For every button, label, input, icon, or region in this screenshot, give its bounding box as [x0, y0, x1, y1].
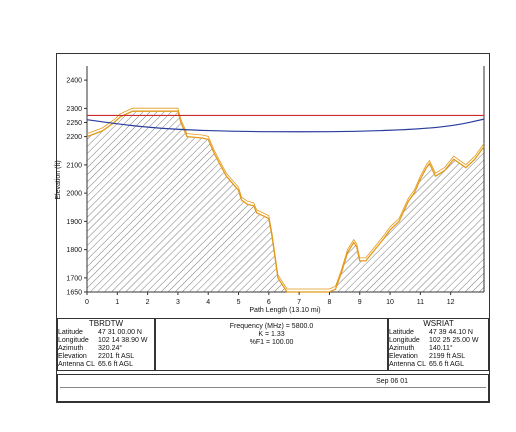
- x-tick-label: 4: [206, 299, 210, 306]
- right-site-key: Azimuth: [389, 345, 415, 352]
- report-date: Sep 06 01: [376, 378, 408, 385]
- x-axis-label: Path Length (13.10 mi): [249, 307, 320, 314]
- right-site-value: 65.6 ft AGL: [429, 361, 465, 368]
- x-tick-label: 11: [417, 299, 424, 306]
- y-tick-label: 2300: [66, 106, 82, 113]
- left-site-name: TBRDTW: [88, 319, 124, 328]
- x-tick-label: 12: [447, 299, 455, 306]
- left-site-value: 65.6 ft AGL: [98, 361, 134, 368]
- x-tick-label: 7: [297, 299, 301, 306]
- left-site-value: 320.24°: [98, 345, 123, 352]
- right-site-key: Latitude: [389, 329, 414, 336]
- y-tick-label: 2200: [66, 134, 82, 141]
- x-tick-label: 3: [176, 299, 180, 306]
- chart-frame: [56, 53, 490, 403]
- y-tick-label: 1800: [66, 247, 82, 254]
- right-site-value: 2199 ft ASL: [429, 353, 466, 360]
- x-tick-label: 5: [237, 299, 241, 306]
- y-tick-label: 2000: [66, 191, 82, 198]
- y-axis-label: Elevation (ft): [55, 160, 62, 199]
- terrain-fill: [87, 111, 484, 292]
- left-site-key: Antenna CL: [58, 361, 95, 368]
- right-site-panel: WSRIAT Latitude 47 39 44.10 N Longitude 102…: [388, 318, 489, 371]
- right-site-key: Elevation: [389, 353, 418, 360]
- left-site-panel: TBRDTW Latitude 47 31 00.00 N Longitude 102…: [57, 318, 155, 371]
- series-line-1: [86, 118, 485, 133]
- radio-params-panel: Frequency (MHz) = 5800.0 K = 1.33 %F1 = …: [155, 318, 388, 371]
- y-tick-label: 2100: [66, 162, 82, 169]
- footer-divider: [60, 387, 486, 388]
- x-tick-label: 10: [386, 299, 394, 306]
- x-tick-label: 9: [358, 299, 362, 306]
- left-site-key: Elevation: [58, 353, 87, 360]
- y-tick-label: 2250: [66, 120, 82, 127]
- left-site-value: 2201 ft ASL: [98, 353, 135, 360]
- left-site-key: Azimuth: [58, 345, 84, 352]
- right-site-row: Antenna CL 65.6 ft AGL: [389, 361, 488, 369]
- right-site-key: Longitude: [389, 337, 420, 344]
- left-site-row: Latitude 47 31 00.00 N: [58, 329, 154, 337]
- left-site-value: 102 14 38.90 W: [98, 337, 148, 344]
- left-site-value: 47 31 00.00 N: [98, 329, 142, 336]
- left-site-key: Latitude: [58, 329, 83, 336]
- right-site-row: Latitude 47 39 44.10 N: [389, 329, 488, 337]
- x-tick-label: 2: [146, 299, 150, 306]
- right-site-value: 102 25 25.00 W: [429, 337, 479, 344]
- right-site-key: Antenna CL: [389, 361, 426, 368]
- x-tick-label: 6: [267, 299, 271, 306]
- k-factor-text: K = 1.33: [258, 331, 285, 338]
- right-site-row: Azimuth 140.11°: [389, 345, 488, 353]
- right-site-row: Elevation 2199 ft ASL: [389, 353, 488, 361]
- y-tick-label: 2400: [66, 78, 82, 85]
- frequency-text: Frequency (MHz) = 5800.0: [229, 323, 314, 330]
- terrain-line: [86, 110, 485, 293]
- right-site-row: Longitude 102 25 25.00 W: [389, 337, 488, 345]
- footer-panel: Sep 06 01: [57, 374, 489, 402]
- x-tick-label: 0: [85, 299, 89, 306]
- left-site-row: Antenna CL 65.6 ft AGL: [58, 361, 154, 369]
- terrain-clutter-line: [86, 107, 485, 290]
- y-tick-label: 1900: [66, 219, 82, 226]
- right-site-name: WSRIAT: [423, 319, 454, 328]
- x-tick-label: 1: [115, 299, 119, 306]
- left-site-row: Elevation 2201 ft ASL: [58, 353, 154, 361]
- right-site-value: 140.11°: [429, 345, 453, 352]
- right-site-value: 47 39 44.10 N: [429, 329, 473, 336]
- y-tick-label: 1650: [66, 290, 82, 297]
- y-tick-label: 1700: [66, 275, 82, 282]
- x-tick-label: 8: [327, 299, 331, 306]
- left-site-row: Longitude 102 14 38.90 W: [58, 337, 154, 345]
- left-site-row: Azimuth 320.24°: [58, 345, 154, 353]
- fresnel-text: %F1 = 100.00: [249, 339, 294, 346]
- left-site-key: Longitude: [58, 337, 89, 344]
